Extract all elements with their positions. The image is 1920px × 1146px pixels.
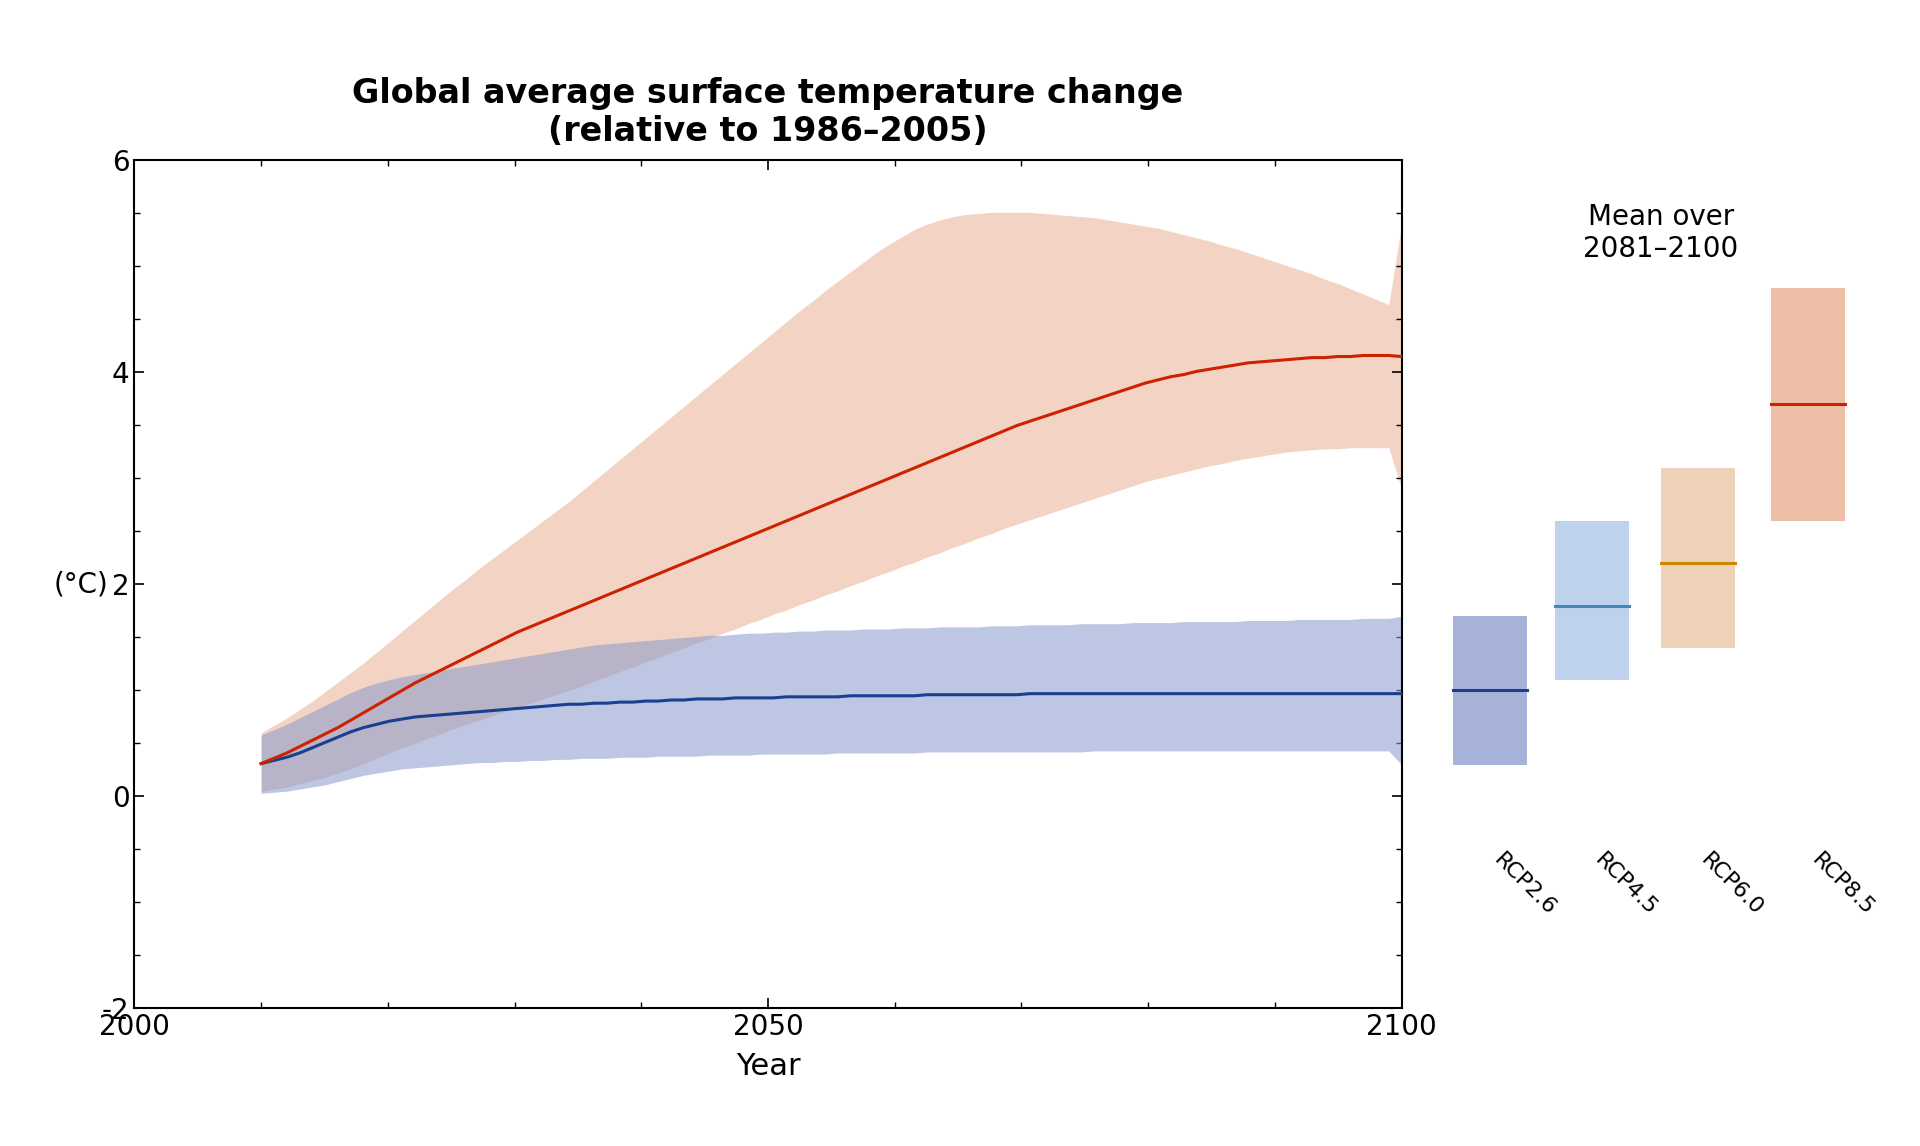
Bar — [1453, 617, 1526, 764]
Text: RCP2.6: RCP2.6 — [1490, 849, 1559, 919]
Text: RCP4.5: RCP4.5 — [1592, 849, 1661, 919]
Bar — [1772, 288, 1845, 520]
Bar — [1555, 520, 1628, 680]
Text: RCP8.5: RCP8.5 — [1809, 849, 1878, 919]
Title: Global average surface temperature change
(relative to 1986–2005): Global average surface temperature chang… — [353, 77, 1183, 148]
Text: Mean over
2081–2100: Mean over 2081–2100 — [1584, 203, 1738, 264]
Bar — [1661, 468, 1734, 649]
X-axis label: Year: Year — [735, 1052, 801, 1082]
Y-axis label: (°C): (°C) — [54, 571, 108, 598]
Text: RCP6.0: RCP6.0 — [1697, 849, 1766, 919]
